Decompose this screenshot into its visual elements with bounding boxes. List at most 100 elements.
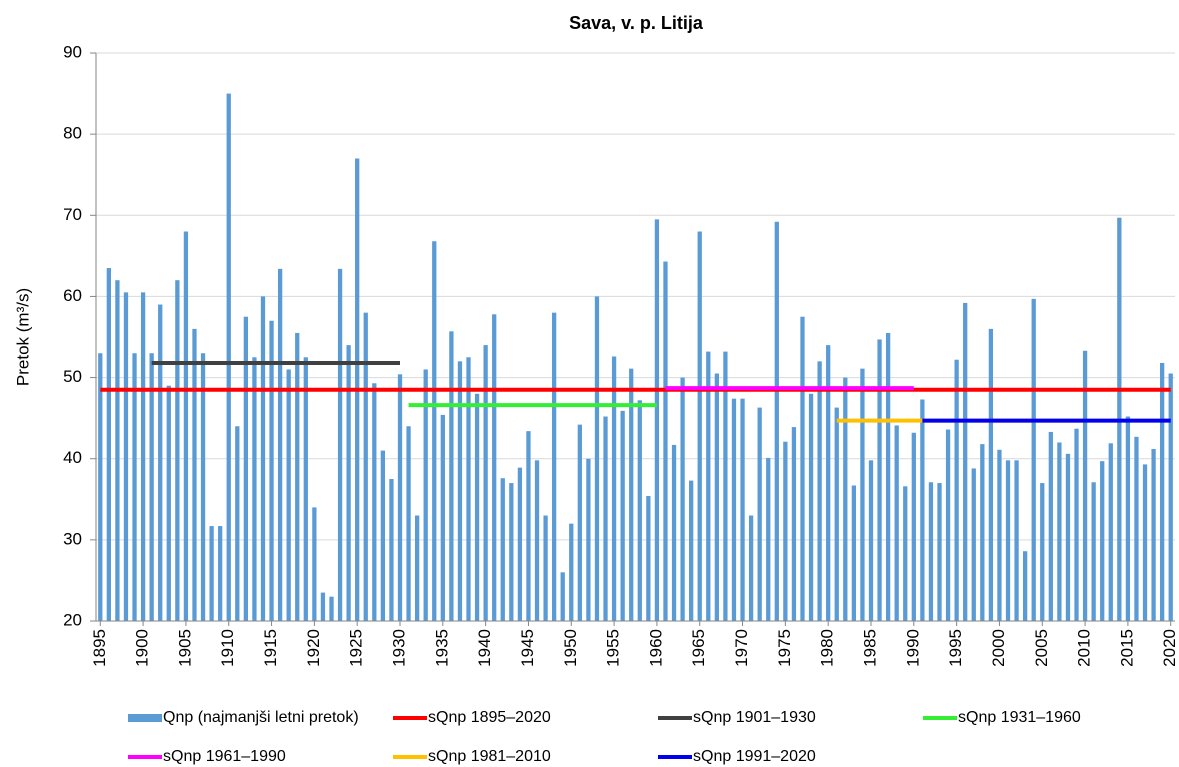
bar bbox=[988, 328, 994, 621]
bar bbox=[1005, 460, 1011, 621]
x-tick-label: 1925 bbox=[347, 629, 366, 667]
bar bbox=[1082, 350, 1088, 621]
x-tick-label: 1975 bbox=[775, 629, 794, 667]
legend-label: sQnp 1901–1930 bbox=[693, 709, 816, 726]
x-tick-label: 2015 bbox=[1117, 629, 1136, 667]
x-tick-label: 1900 bbox=[133, 629, 152, 667]
bar bbox=[971, 468, 976, 621]
bar bbox=[397, 374, 403, 621]
bar bbox=[980, 444, 985, 621]
bar bbox=[406, 426, 411, 621]
bar bbox=[1031, 298, 1036, 621]
bar bbox=[380, 450, 386, 621]
bar bbox=[449, 331, 454, 621]
bar bbox=[637, 400, 642, 621]
bar bbox=[277, 268, 283, 621]
bar bbox=[457, 361, 463, 621]
bar bbox=[757, 407, 762, 621]
bar bbox=[731, 398, 737, 621]
bar bbox=[483, 345, 488, 621]
y-tick-label: 40 bbox=[63, 448, 82, 467]
x-tick-label: 1915 bbox=[261, 629, 280, 667]
bar bbox=[543, 515, 548, 621]
bar bbox=[680, 377, 685, 621]
bar bbox=[1125, 416, 1131, 621]
bar bbox=[877, 339, 882, 621]
x-tick-label: 1910 bbox=[218, 629, 237, 667]
x-tick-label: 1940 bbox=[475, 629, 494, 667]
bar bbox=[1134, 436, 1139, 621]
legend-label: sQnp 1895–2020 bbox=[428, 709, 551, 726]
bar bbox=[766, 457, 771, 621]
bar bbox=[175, 280, 180, 621]
bar bbox=[654, 219, 660, 622]
bar bbox=[740, 398, 745, 621]
bar bbox=[954, 359, 959, 621]
chart-title: Sava, v. p. Litija bbox=[569, 13, 704, 33]
bar bbox=[552, 312, 557, 621]
bar bbox=[346, 345, 351, 621]
bar bbox=[252, 357, 257, 621]
bar bbox=[620, 410, 625, 621]
x-tick-label: 1960 bbox=[646, 629, 665, 667]
bar bbox=[372, 383, 377, 621]
bar bbox=[1160, 362, 1165, 621]
bar bbox=[98, 353, 103, 621]
bar bbox=[269, 320, 274, 621]
x-tick-label: 1950 bbox=[561, 629, 580, 667]
bar bbox=[611, 356, 617, 621]
bar bbox=[671, 444, 677, 621]
bar bbox=[209, 526, 214, 621]
bar bbox=[663, 261, 668, 621]
bar bbox=[286, 369, 291, 621]
x-tick-label: 1930 bbox=[389, 629, 408, 667]
bar bbox=[509, 483, 514, 621]
y-tick-label: 20 bbox=[63, 610, 82, 629]
legend-label: sQnp 1991–2020 bbox=[693, 748, 816, 765]
bar bbox=[569, 523, 574, 621]
bar bbox=[997, 449, 1002, 621]
bar bbox=[440, 414, 445, 621]
bar bbox=[1091, 482, 1096, 621]
bar bbox=[1168, 373, 1173, 621]
y-tick-label: 90 bbox=[63, 42, 82, 61]
bar bbox=[1057, 442, 1062, 621]
bar bbox=[903, 486, 908, 621]
x-tick-label: 1945 bbox=[518, 629, 537, 667]
bar bbox=[166, 385, 171, 621]
bar bbox=[826, 345, 831, 621]
bar bbox=[106, 268, 111, 621]
bar bbox=[149, 353, 154, 621]
bar bbox=[140, 292, 146, 621]
bar bbox=[1065, 453, 1071, 621]
bar bbox=[123, 292, 129, 621]
bar bbox=[492, 314, 497, 621]
bar bbox=[526, 431, 531, 621]
bar bbox=[329, 596, 334, 621]
bar bbox=[115, 280, 120, 621]
legend-label: sQnp 1961–1990 bbox=[163, 748, 286, 765]
x-tick-label: 1995 bbox=[946, 629, 965, 667]
bar bbox=[226, 93, 231, 622]
bar bbox=[423, 369, 428, 621]
bar bbox=[1022, 551, 1028, 621]
bar bbox=[1100, 461, 1105, 621]
x-tick-label: 1990 bbox=[903, 629, 922, 667]
bar bbox=[1151, 448, 1156, 621]
bar bbox=[834, 407, 839, 621]
bar bbox=[937, 483, 942, 621]
y-tick-label: 80 bbox=[63, 124, 82, 143]
x-tick-label: 1895 bbox=[90, 629, 109, 667]
bar bbox=[312, 507, 317, 621]
bar bbox=[723, 351, 728, 621]
bar bbox=[260, 296, 266, 621]
bar bbox=[603, 416, 608, 621]
bar bbox=[774, 221, 779, 621]
bar bbox=[218, 526, 223, 621]
bar bbox=[192, 328, 197, 621]
bar bbox=[320, 592, 326, 621]
bar bbox=[560, 572, 565, 621]
bar bbox=[860, 368, 865, 621]
bar bbox=[235, 426, 240, 621]
